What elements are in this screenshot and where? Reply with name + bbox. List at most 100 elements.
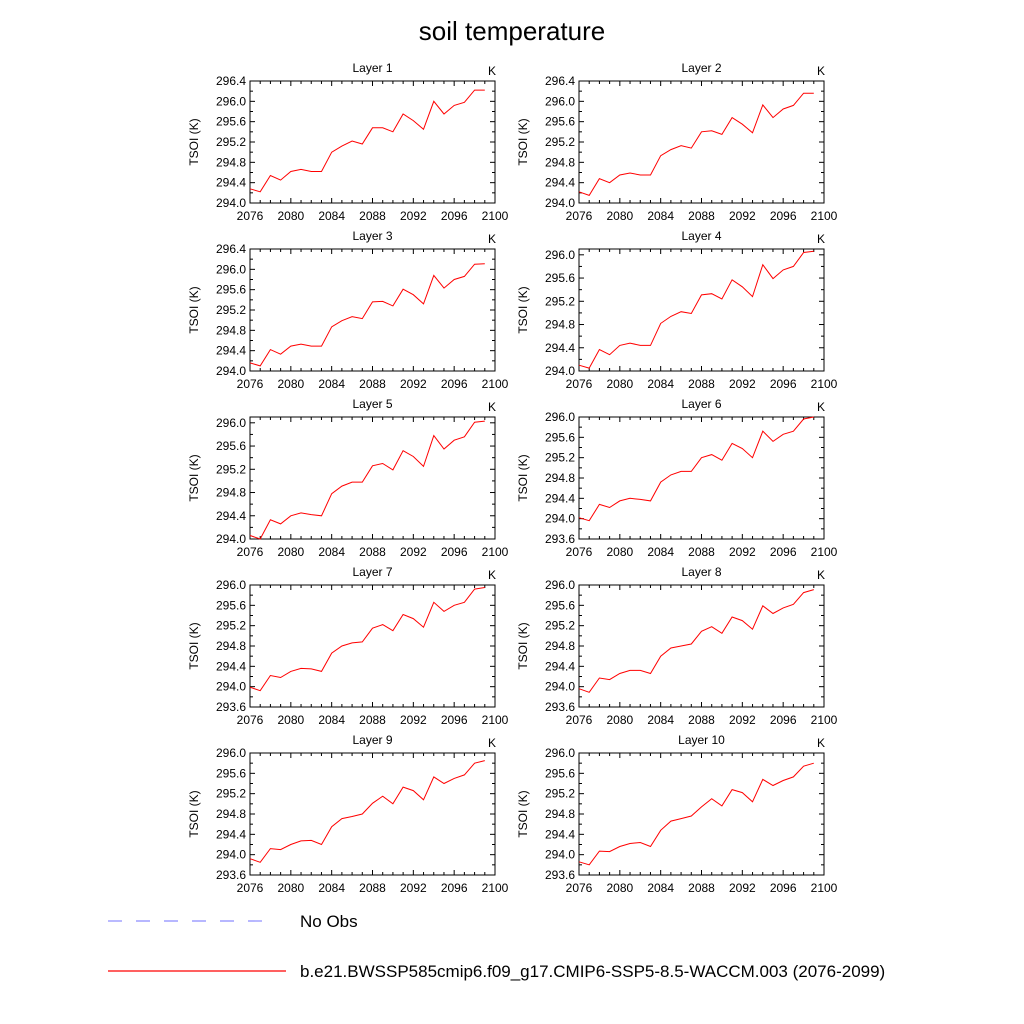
x-tick-label: 2100	[811, 209, 838, 223]
x-tick-label: 2088	[359, 881, 386, 895]
y-tick-label: 295.6	[545, 598, 575, 612]
x-tick-label: 2096	[770, 209, 797, 223]
x-tick-label: 2080	[277, 209, 304, 223]
series-line-layer-1	[249, 89, 485, 193]
panel-title: Layer 3	[352, 229, 392, 243]
x-tick-label: 2100	[811, 881, 838, 895]
y-axis-label: TSOI (K)	[187, 790, 201, 837]
y-tick-label: 294.4	[545, 827, 575, 841]
legend: No Obs b.e21.BWSSP585cmip6.f09_g17.CMIP6…	[108, 912, 885, 981]
x-tick-label: 2084	[318, 209, 345, 223]
y-tick-label: 294.0	[545, 680, 575, 694]
x-tick-label: 2080	[277, 377, 304, 391]
y-tick-label: 294.8	[216, 486, 246, 500]
panel-layer-2: Layer 2 K TSOI (K) 2076 2080 2084 2088 2092 2096…	[516, 61, 838, 223]
y-tick-label: 293.6	[545, 532, 575, 546]
y-tick-label: 296.0	[216, 94, 246, 108]
y-axis-label: TSOI (K)	[516, 454, 530, 501]
x-tick-label: 2100	[482, 545, 509, 559]
x-tick-label: 2100	[482, 209, 509, 223]
x-tick-label: 2084	[647, 377, 674, 391]
y-tick-label: 294.0	[216, 364, 246, 378]
legend-label-model: b.e21.BWSSP585cmip6.f09_g17.CMIP6-SSP5-8…	[300, 962, 885, 981]
x-tick-label: 2080	[606, 881, 633, 895]
x-tick-label: 2076	[237, 545, 264, 559]
y-tick-label: 295.2	[545, 294, 575, 308]
y-tick-label: 294.4	[545, 176, 575, 190]
x-tick-label: 2096	[441, 545, 468, 559]
x-tick-label: 2088	[359, 377, 386, 391]
y-tick-label: 294.0	[545, 196, 575, 210]
y-tick-label: 294.4	[216, 344, 246, 358]
y-tick-label: 295.6	[216, 439, 246, 453]
y-tick-label: 296.4	[216, 242, 246, 256]
y-tick-label: 293.6	[545, 868, 575, 882]
y-axis-label: TSOI (K)	[516, 286, 530, 333]
y-tick-label: 295.6	[216, 283, 246, 297]
y-tick-label: 293.6	[545, 700, 575, 714]
units-label: K	[817, 400, 825, 414]
x-tick-label: 2080	[606, 377, 633, 391]
x-tick-label: 2084	[647, 209, 674, 223]
y-axis-label: TSOI (K)	[516, 622, 530, 669]
x-tick-label: 2100	[811, 377, 838, 391]
y-tick-label: 296.0	[545, 746, 575, 760]
panel-title: Layer 7	[352, 565, 392, 579]
panel-title: Layer 4	[681, 229, 721, 243]
units-label: K	[488, 232, 496, 246]
y-tick-label: 295.2	[545, 135, 575, 149]
plot-frame	[249, 584, 496, 708]
units-label: K	[817, 568, 825, 582]
y-tick-label: 294.8	[216, 155, 246, 169]
series-line-layer-10	[578, 762, 814, 866]
x-tick-label: 2092	[400, 377, 427, 391]
series-line-layer-3	[249, 263, 485, 367]
y-tick-label: 294.4	[545, 659, 575, 673]
panel-title: Layer 8	[681, 565, 721, 579]
x-tick-label: 2088	[688, 545, 715, 559]
x-tick-label: 2096	[441, 713, 468, 727]
plot-frame	[578, 416, 825, 540]
x-tick-label: 2096	[770, 881, 797, 895]
plot-frame	[578, 584, 825, 708]
panel-layer-4: Layer 4 K TSOI (K) 2076 2080 2084 2088 2092 2096…	[516, 229, 838, 391]
y-tick-label: 296.0	[545, 248, 575, 262]
units-label: K	[817, 232, 825, 246]
y-tick-label: 295.2	[545, 619, 575, 633]
x-tick-label: 2100	[811, 545, 838, 559]
x-tick-label: 2092	[729, 209, 756, 223]
y-tick-label: 294.8	[545, 471, 575, 485]
panels: Layer 1 K TSOI (K) 2076 2080 2084 2088 2092 2096…	[187, 61, 838, 895]
y-tick-label: 295.2	[545, 451, 575, 465]
y-tick-label: 296.0	[545, 94, 575, 108]
x-tick-label: 2080	[606, 209, 633, 223]
y-tick-label: 295.6	[545, 430, 575, 444]
units-label: K	[488, 736, 496, 750]
series-line-layer-5	[249, 420, 485, 540]
panel-layer-9: Layer 9 K TSOI (K) 2076 2080 2084 2088 2092 2096…	[187, 733, 509, 895]
y-tick-label: 295.2	[216, 462, 246, 476]
units-label: K	[488, 64, 496, 78]
units-label: K	[817, 736, 825, 750]
x-tick-label: 2092	[729, 377, 756, 391]
y-tick-label: 295.2	[216, 135, 246, 149]
y-tick-label: 294.0	[545, 848, 575, 862]
y-tick-label: 296.0	[216, 578, 246, 592]
x-tick-label: 2076	[237, 377, 264, 391]
y-axis-label: TSOI (K)	[187, 286, 201, 333]
y-tick-label: 294.0	[545, 364, 575, 378]
y-axis-label: TSOI (K)	[187, 622, 201, 669]
y-tick-label: 294.4	[216, 827, 246, 841]
x-tick-label: 2084	[318, 545, 345, 559]
y-tick-label: 294.8	[545, 155, 575, 169]
y-tick-label: 295.2	[545, 787, 575, 801]
x-tick-label: 2096	[770, 713, 797, 727]
x-tick-label: 2092	[729, 545, 756, 559]
y-axis-label: TSOI (K)	[516, 790, 530, 837]
y-tick-label: 296.0	[216, 746, 246, 760]
x-tick-label: 2096	[441, 209, 468, 223]
x-tick-label: 2088	[688, 377, 715, 391]
x-tick-label: 2100	[811, 713, 838, 727]
y-tick-label: 296.4	[545, 74, 575, 88]
panel-title: Layer 9	[352, 733, 392, 747]
